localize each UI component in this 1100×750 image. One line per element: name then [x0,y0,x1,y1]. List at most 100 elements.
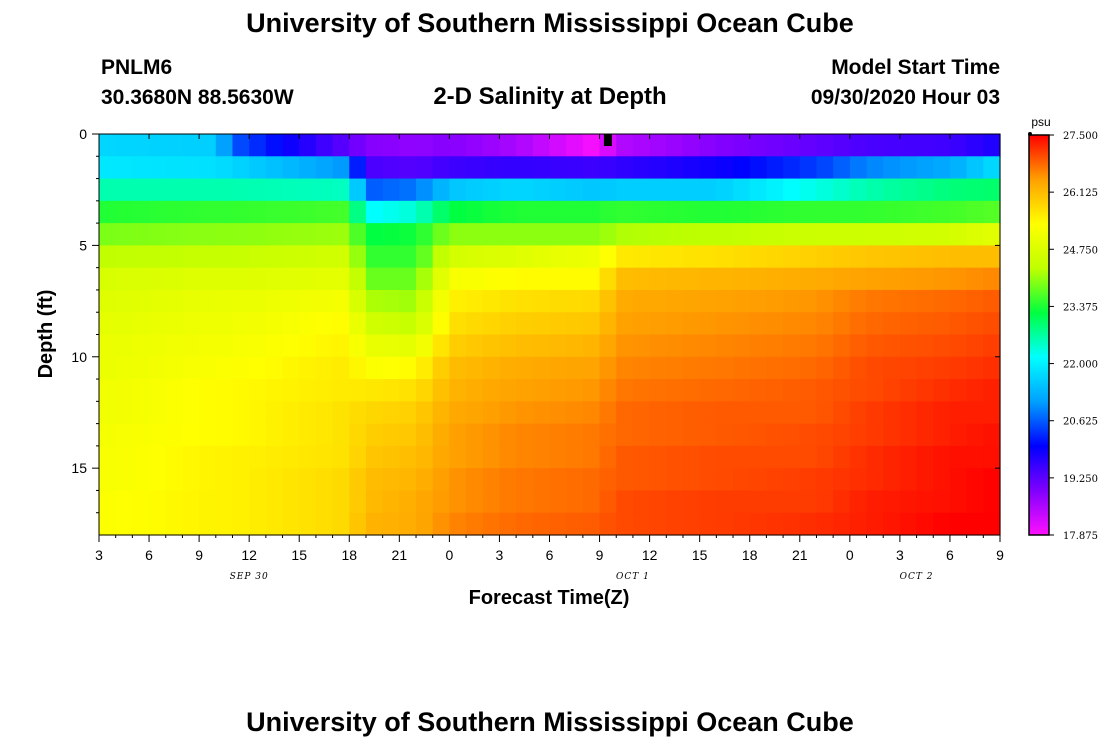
heatmap-cell [866,178,884,202]
heatmap-cell [466,401,484,425]
heatmap-cell [632,267,651,291]
heatmap-cell [215,356,234,380]
heatmap-cell [866,312,884,336]
heatmap-cell [966,267,984,291]
heatmap-cell [916,468,934,492]
heatmap-cell [466,312,484,336]
heatmap-cell [682,245,701,269]
heatmap-cell [749,490,768,514]
heatmap-cell [649,512,667,536]
heatmap-cell [799,156,818,180]
heatmap-cell [582,200,601,224]
heatmap-cell [165,267,184,291]
heatmap-cell [783,312,801,336]
heatmap-cell [833,423,851,447]
heatmap-cell [616,379,634,402]
heatmap-cell [799,468,818,492]
colorbar-tick-label: 27.500 [1063,131,1098,142]
heatmap-cell [749,379,768,402]
heatmap-cell [983,423,1001,447]
heatmap-cell [282,178,300,202]
heatmap-cell [699,134,717,157]
heatmap-cell [432,356,450,380]
heatmap-cell [966,490,984,514]
heatmap-cell [315,289,334,313]
heatmap-cell [99,423,117,447]
heatmap-cell [849,379,868,402]
heatmap-cell [899,356,918,380]
heatmap-cell [966,223,984,246]
heatmap-cell [199,312,217,336]
heatmap-cell [733,156,751,180]
heatmap-cell [666,134,684,157]
heatmap-cell [432,178,450,202]
heatmap-cell [733,356,751,380]
heatmap-cell [933,423,951,447]
heatmap-cell [132,200,150,224]
heatmap-cell [532,356,551,380]
colorbar-tick-label: 26.125 [1063,188,1098,199]
heatmap-cell [682,312,701,336]
heatmap-cell [282,423,300,447]
heatmap-cell [549,379,567,402]
heatmap-cell [115,468,133,492]
heatmap-cell [182,178,200,202]
heatmap-cell [883,490,901,514]
x-tick-label: 3 [95,547,103,563]
heatmap-cell [616,223,634,246]
heatmap-cell [599,245,617,269]
colorbar-ticks: 17.875 19.250 20.625 22.000 23.375 24.750 26.1… [1028,131,1098,542]
heatmap-cell [365,245,384,269]
y-axis-label: Depth (ft) [35,290,57,379]
heatmap-cell [282,289,300,313]
heatmap-cell [749,445,768,469]
heatmap-cell [783,356,801,380]
heatmap-cell [849,134,868,157]
heatmap-cell [966,334,984,358]
heatmap-cell [766,423,784,447]
heatmap-cell [816,379,834,402]
heatmap-cell [582,289,601,313]
heatmap-cell [949,401,968,425]
heatmap-cell [299,334,317,358]
heatmap-cell [916,200,934,224]
date-label: SEP 30 [230,572,269,582]
heatmap-cell [833,200,851,224]
heatmap-cell [883,401,901,425]
heatmap-cell [899,445,918,469]
heatmap-cell [516,245,534,269]
heatmap-cell [632,423,651,447]
heatmap-cell [766,200,784,224]
heatmap-cell [282,490,300,514]
heatmap-cell [783,134,801,157]
x-tick-label: 18 [341,547,357,563]
heatmap-cell [632,445,651,469]
heatmap-cell [432,267,450,291]
heatmap-cell [215,156,234,180]
heatmap-cell [416,401,434,425]
heatmap-cell [449,468,467,492]
heatmap-cell [783,223,801,246]
heatmap-cell [332,512,350,536]
heatmap-cell [265,312,284,336]
heatmap-cell [816,423,834,447]
heatmap-cell [265,468,284,492]
heatmap-cell [933,356,951,380]
heatmap-cell [766,401,784,425]
heatmap-cell [816,134,834,157]
heatmap-cell [365,178,384,202]
heatmap-cell [582,423,601,447]
heatmap-cell [716,156,734,180]
heatmap-cell [833,445,851,469]
heatmap-cell [883,512,901,536]
heatmap-cell [399,223,417,246]
heatmap-cell [149,156,167,180]
heatmap-cell [449,200,467,224]
heatmap-cell [532,156,551,180]
heatmap-cell [265,512,284,536]
heatmap-cell [549,267,567,291]
heatmap-cell [966,356,984,380]
heatmap-cell [332,245,350,269]
heatmap-cell [249,445,267,469]
heatmap-cell [766,156,784,180]
